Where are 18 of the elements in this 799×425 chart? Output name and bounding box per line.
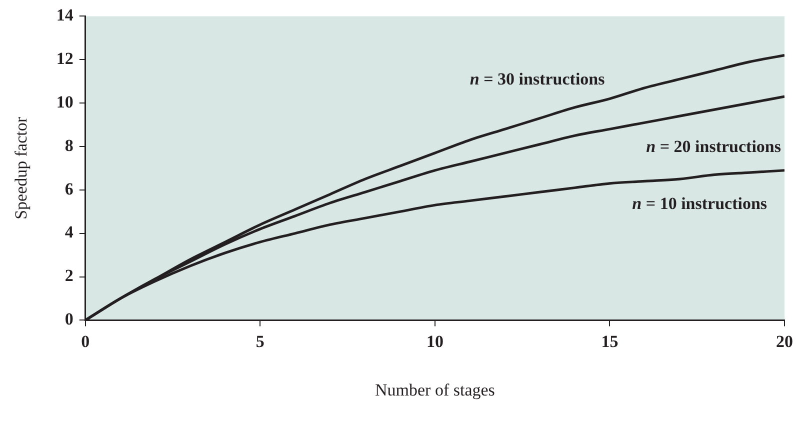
y-tick-label: 6 [64,179,74,198]
y-tick-label: 14 [56,6,74,25]
y-tick-label: 12 [56,49,74,68]
x-tick-label: 20 [776,332,793,351]
x-tick-label: 5 [256,332,264,351]
x-tick-label: 15 [601,332,618,351]
y-tick-label: 10 [56,92,74,112]
series-label: n = 10 instructions [632,194,768,213]
y-tick-label: 0 [64,310,74,329]
x-tick-label: 0 [81,332,90,351]
x-tick-label: 10 [426,332,444,351]
series-label: n = 20 instructions [646,136,782,156]
x-axis-title: Number of stages [374,380,495,400]
y-axis-title: Speedup factor [12,116,31,220]
y-tick-label: 4 [64,222,74,242]
series-label: n = 30 instructions [470,69,606,88]
y-tick-label: 2 [64,266,74,286]
y-tick-label: 8 [64,136,74,155]
